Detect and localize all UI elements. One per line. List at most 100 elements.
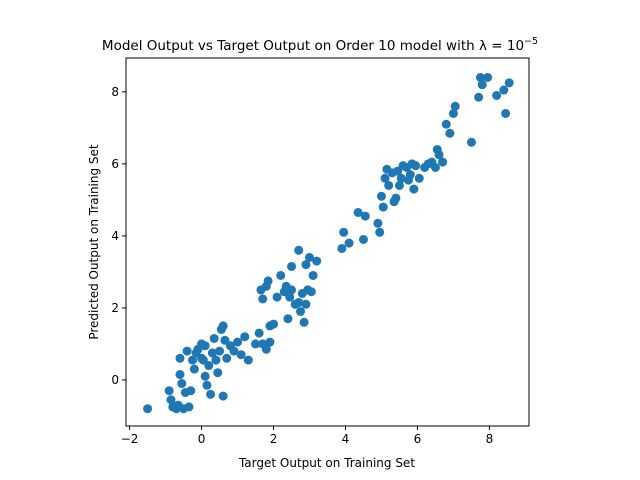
point	[222, 353, 232, 363]
point	[211, 355, 221, 365]
y-tick-label: 0	[111, 373, 119, 387]
point	[175, 370, 185, 380]
point	[501, 108, 511, 118]
y-axis-label: Predicted Output on Training Set	[87, 144, 101, 340]
point	[450, 101, 460, 111]
point	[207, 348, 217, 358]
point	[337, 243, 347, 253]
point	[209, 334, 219, 344]
y-tick-label: 6	[111, 157, 119, 171]
point	[499, 85, 509, 95]
point	[233, 337, 243, 347]
y-tick-label: 8	[111, 85, 119, 99]
point	[358, 234, 368, 244]
x-tick-label: −2	[121, 432, 139, 446]
point	[143, 404, 153, 414]
point	[200, 341, 210, 351]
x-tick-label: 2	[270, 432, 278, 446]
plot-frame	[125, 57, 530, 427]
point	[301, 299, 311, 309]
point	[272, 292, 282, 302]
title-exponent: −5	[524, 36, 538, 47]
point	[409, 184, 419, 194]
point	[258, 294, 268, 304]
point	[344, 238, 354, 248]
point	[213, 368, 223, 378]
point	[276, 270, 286, 280]
point	[373, 218, 383, 228]
point	[175, 353, 185, 363]
point	[229, 346, 239, 356]
point	[182, 346, 192, 356]
point	[434, 150, 444, 160]
point	[414, 173, 424, 183]
point	[483, 72, 493, 82]
point	[202, 380, 212, 390]
point	[396, 173, 406, 183]
point	[251, 339, 261, 349]
point	[206, 389, 216, 399]
point	[283, 314, 293, 324]
point	[254, 328, 264, 338]
point	[353, 207, 363, 217]
point	[441, 119, 451, 129]
point	[466, 137, 476, 147]
point	[477, 80, 487, 90]
point	[269, 319, 279, 329]
point	[261, 344, 271, 354]
point	[438, 157, 448, 167]
x-tick-label: 6	[414, 432, 422, 446]
point	[263, 276, 273, 286]
point	[256, 285, 266, 295]
point	[504, 78, 514, 88]
point	[294, 245, 304, 255]
x-tick-label: 8	[486, 432, 494, 446]
point	[164, 386, 174, 396]
x-tick-label: 4	[342, 432, 350, 446]
point	[391, 193, 401, 203]
chart-title: Model Output vs Target Output on Order 1…	[102, 36, 538, 54]
point	[296, 306, 306, 316]
point	[243, 355, 253, 365]
point	[200, 371, 210, 381]
point	[360, 211, 370, 221]
point	[411, 161, 421, 171]
point	[236, 350, 246, 360]
point	[308, 270, 318, 280]
point	[204, 361, 214, 371]
point	[215, 346, 225, 356]
point	[186, 386, 196, 396]
point	[448, 108, 458, 118]
point	[492, 90, 502, 100]
point	[265, 337, 275, 347]
point	[177, 379, 187, 389]
point	[375, 227, 385, 237]
point	[394, 180, 404, 190]
point	[306, 287, 316, 297]
point	[294, 297, 304, 307]
x-tick-label: 0	[198, 432, 206, 446]
point	[312, 256, 322, 266]
point	[339, 227, 349, 237]
point	[430, 162, 440, 172]
point	[287, 261, 297, 271]
point	[384, 180, 394, 190]
point	[240, 332, 250, 342]
point	[184, 402, 194, 412]
y-tick-label: 4	[111, 229, 119, 243]
point	[305, 252, 315, 262]
point	[405, 170, 415, 180]
point	[218, 321, 228, 331]
point	[285, 292, 295, 302]
x-axis-label: Target Output on Training Set	[238, 456, 415, 470]
title-text: Model Output vs Target Output on Order 1…	[102, 38, 524, 54]
point	[189, 364, 199, 374]
point	[299, 317, 309, 327]
y-tick-label: 2	[111, 301, 119, 315]
point	[287, 285, 297, 295]
point	[445, 128, 455, 138]
point	[475, 72, 485, 82]
point	[301, 260, 311, 270]
point	[474, 92, 484, 102]
